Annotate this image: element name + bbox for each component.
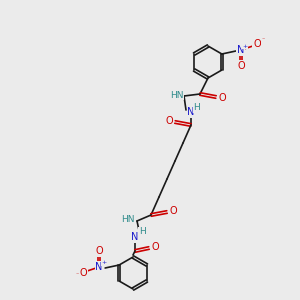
- Text: N: N: [95, 262, 103, 272]
- Text: O: O: [253, 39, 261, 49]
- Text: ⁻: ⁻: [76, 274, 79, 278]
- Text: H: H: [194, 103, 200, 112]
- Text: HN: HN: [121, 215, 135, 224]
- Text: N: N: [237, 45, 244, 55]
- Text: O: O: [165, 116, 173, 126]
- Text: H: H: [139, 227, 145, 236]
- Text: HN: HN: [170, 91, 184, 100]
- Text: +: +: [242, 44, 248, 49]
- Text: O: O: [79, 268, 87, 278]
- Text: O: O: [218, 93, 226, 103]
- Text: O: O: [95, 246, 103, 256]
- Text: O: O: [169, 206, 177, 216]
- Text: +: +: [101, 260, 107, 266]
- Text: O: O: [237, 61, 245, 71]
- Text: N: N: [187, 107, 195, 117]
- Text: O: O: [151, 242, 159, 252]
- Text: N: N: [131, 232, 139, 242]
- Text: ⁻: ⁻: [261, 38, 265, 43]
